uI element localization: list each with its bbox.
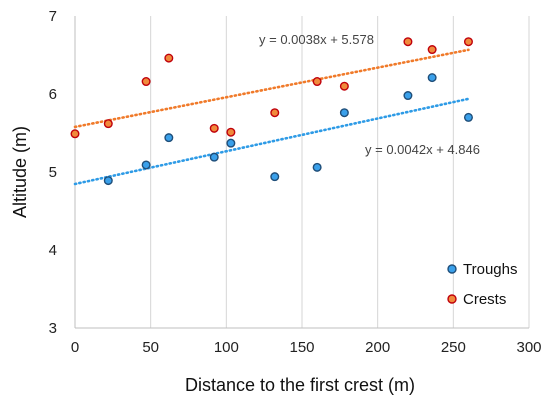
point-crests-1 bbox=[103, 119, 113, 129]
point-crests-5 bbox=[226, 127, 236, 137]
crests-trend-equation: y = 0.0038x + 5.578 bbox=[259, 32, 374, 47]
point-crests-0 bbox=[70, 129, 80, 139]
point-troughs-6 bbox=[312, 162, 322, 172]
legend-item-troughs: Troughs bbox=[447, 261, 517, 278]
point-troughs-3 bbox=[209, 152, 219, 162]
point-crests-4 bbox=[209, 123, 219, 133]
legend: Troughs Crests bbox=[447, 261, 517, 308]
y-tick-label-5: 5 bbox=[49, 164, 57, 181]
x-tick-label-100: 100 bbox=[214, 339, 239, 356]
x-tick-label-150: 150 bbox=[289, 339, 314, 356]
x-tick-label-300: 300 bbox=[516, 339, 541, 356]
x-tick-label-250: 250 bbox=[441, 339, 466, 356]
point-troughs-2 bbox=[164, 133, 174, 143]
point-troughs-8 bbox=[403, 91, 413, 101]
x-tick-label-50: 50 bbox=[142, 339, 159, 356]
legend-label-crests: Crests bbox=[463, 291, 506, 308]
x-tick-labels: 0 50 100 150 200 250 300 bbox=[71, 339, 542, 356]
point-troughs-5 bbox=[270, 172, 280, 182]
point-crests-9 bbox=[403, 37, 413, 47]
point-troughs-10 bbox=[463, 112, 473, 122]
y-axis-title: Altitude (m) bbox=[10, 126, 30, 218]
y-tick-label-3: 3 bbox=[49, 320, 57, 337]
legend-marker-crests bbox=[447, 294, 457, 304]
y-tick-label-7: 7 bbox=[49, 8, 57, 25]
point-troughs-9 bbox=[427, 73, 437, 83]
y-tick-label-6: 6 bbox=[49, 86, 57, 103]
trend-line-troughs bbox=[73, 97, 470, 186]
point-crests-10 bbox=[427, 45, 437, 55]
troughs-trend-equation: y = 0.0042x + 4.846 bbox=[365, 142, 480, 157]
point-troughs-7 bbox=[339, 108, 349, 118]
y-tick-label-4: 4 bbox=[49, 242, 57, 259]
legend-item-crests: Crests bbox=[447, 291, 506, 308]
x-tick-label-200: 200 bbox=[365, 339, 390, 356]
data-points bbox=[70, 37, 473, 186]
point-troughs-1 bbox=[141, 160, 151, 170]
point-crests-11 bbox=[463, 37, 473, 47]
point-crests-7 bbox=[312, 77, 322, 87]
point-troughs-0 bbox=[103, 176, 113, 186]
point-crests-3 bbox=[164, 53, 174, 63]
x-axis-title: Distance to the first crest (m) bbox=[185, 375, 415, 395]
legend-marker-troughs bbox=[447, 264, 457, 274]
legend-label-troughs: Troughs bbox=[463, 261, 517, 278]
trend-lines bbox=[73, 48, 470, 186]
point-troughs-4 bbox=[226, 138, 236, 148]
x-tick-label-0: 0 bbox=[71, 339, 79, 356]
point-crests-6 bbox=[270, 108, 280, 118]
point-crests-8 bbox=[339, 81, 349, 91]
trend-line-crests bbox=[73, 48, 470, 129]
grid-lines bbox=[74, 16, 530, 329]
y-tick-labels: 3 4 5 6 7 bbox=[49, 8, 57, 337]
point-crests-2 bbox=[141, 77, 151, 87]
